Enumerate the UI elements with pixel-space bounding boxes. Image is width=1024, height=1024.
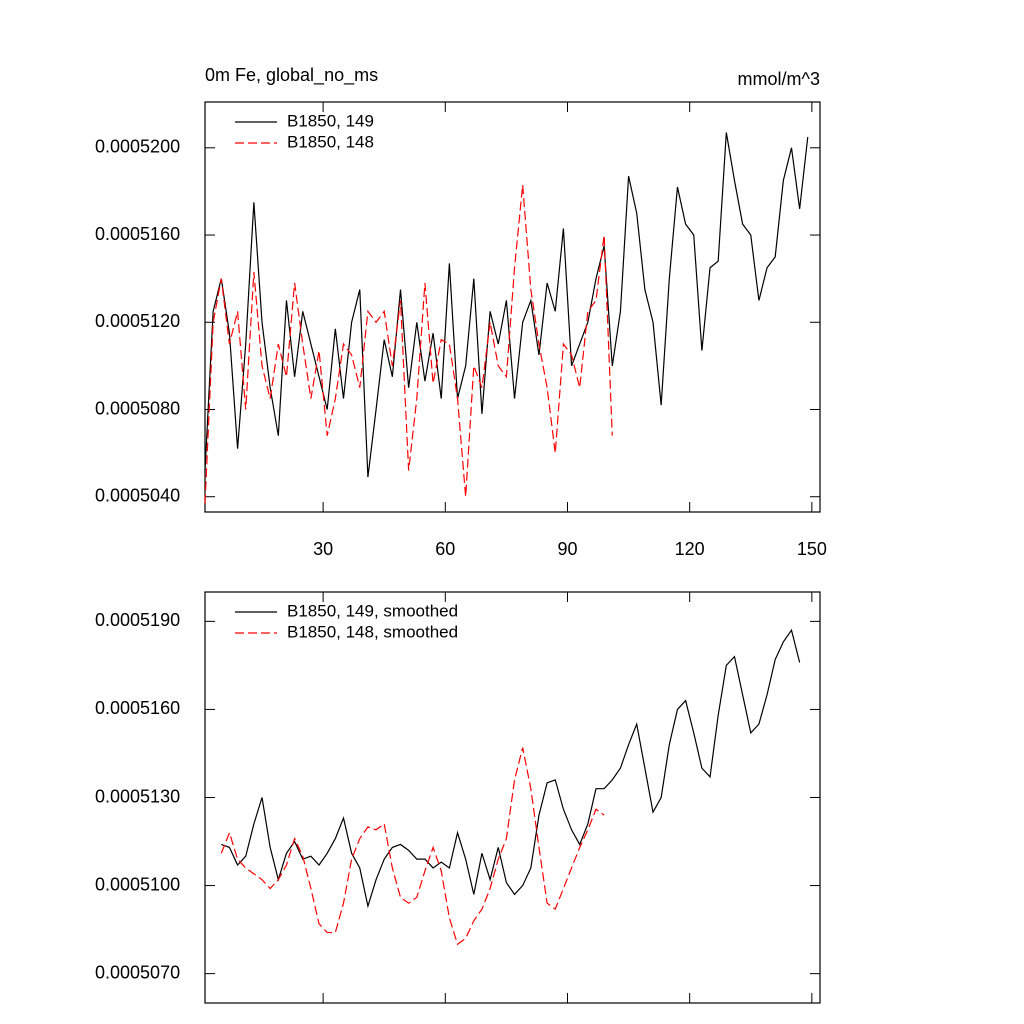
data-line (221, 628, 801, 909)
units-label: mmol/m^3 (738, 69, 820, 89)
y-tick-label: 0.0005100 (95, 874, 180, 894)
data-line (204, 184, 613, 504)
x-tick-label: 90 (557, 539, 577, 559)
chart-title: 0m Fe, global_no_ms (205, 65, 378, 86)
legend-label: B1850, 149 (287, 111, 374, 130)
y-tick-label: 0.0005120 (95, 311, 180, 331)
data-line (204, 132, 809, 478)
y-tick-label: 0.0005080 (95, 398, 180, 418)
y-tick-label: 0.0005160 (95, 224, 180, 244)
y-tick-label: 0.0005070 (95, 962, 180, 982)
x-tick-label: 30 (313, 539, 333, 559)
x-tick-label: 60 (435, 539, 455, 559)
legend-label: B1850, 148 (287, 132, 374, 151)
legend-label: B1850, 149, smoothed (287, 601, 458, 620)
x-tick-label: 150 (797, 539, 827, 559)
y-tick-label: 0.0005190 (95, 610, 180, 630)
y-tick-label: 0.0005160 (95, 698, 180, 718)
y-tick-label: 0.0005130 (95, 786, 180, 806)
legend-label: B1850, 148, smoothed (287, 622, 458, 641)
y-tick-label: 0.0005040 (95, 485, 180, 505)
x-tick-label: 120 (675, 539, 705, 559)
data-line (220, 747, 605, 946)
y-tick-label: 0.0005200 (95, 137, 180, 157)
plot-frame (204, 101, 821, 513)
